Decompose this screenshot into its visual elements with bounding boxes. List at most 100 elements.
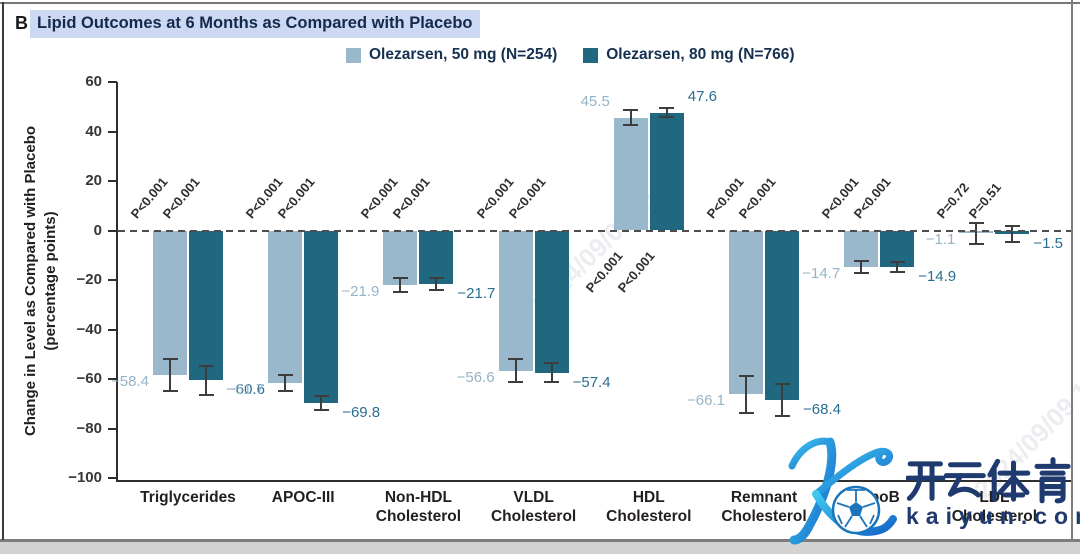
error-bar [896,262,899,273]
y-tick [108,378,117,380]
p-value-label: P=0.72 [934,179,973,222]
error-bar [629,110,632,126]
error-bar-cap [544,381,560,384]
error-bar-cap [508,358,524,361]
error-bar-cap [277,390,293,393]
y-tick [108,279,117,281]
y-tick [108,477,117,479]
category-label: Remnant Cholesterol [721,489,807,525]
y-tick [108,130,117,133]
error-bar-cap [162,357,178,360]
bar [765,230,799,400]
bar [880,230,915,268]
bar [498,230,533,371]
y-tick [108,180,117,182]
error-bar-cap [738,374,754,377]
error-bar-cap [544,361,560,364]
category-label: HDL Cholesterol [606,489,692,525]
category-label: Triglycerides [140,489,236,506]
legend-swatch-80mg [583,47,599,63]
y-tick-label: 20 [85,172,102,189]
error-bar-cap [889,261,905,264]
error-bar-cap [508,380,524,383]
error-bar-cap [853,271,869,274]
error-bar [975,222,978,244]
y-tick-label: −40 [76,320,102,338]
y-tick [108,229,117,232]
bar [613,117,648,231]
error-bar [781,383,783,416]
frame-top-border [0,2,1080,4]
y-axis-line [115,82,118,481]
category-label: Non-HDL Cholesterol [375,489,462,525]
panel-letter: B [15,13,28,33]
error-bar-cap [198,364,214,367]
error-bar-cap [968,221,984,224]
error-bar-cap [623,109,639,112]
error-bar [665,108,668,118]
value-label: −61.7 [226,381,265,399]
p-value-label: P=0.51 [966,179,1005,222]
error-bar-cap [659,107,675,110]
error-bar-cap [162,390,178,393]
bar [649,112,684,231]
error-bar-cap [623,124,639,127]
kaiyun-logo-icon [788,437,897,545]
value-label: 45.5 [580,93,610,111]
error-bar [435,278,438,291]
error-bar-cap [774,382,790,385]
kaiyun-url-text: kaiyun.com [906,503,1080,529]
error-bar-cap [968,242,984,245]
error-bar-cap [1004,241,1020,244]
bar [419,230,454,285]
value-label: −1.1 [925,231,956,249]
value-label: −66.1 [687,392,725,410]
error-bar-cap [428,289,444,292]
error-bar [284,375,287,392]
y-tick-label: −20 [76,271,102,288]
y-tick-label: −60 [76,370,102,387]
value-label: −21.9 [341,282,380,300]
value-label: −14.7 [802,264,841,282]
error-bar-cap [392,276,408,279]
error-bar [745,375,747,413]
y-tick [108,427,117,430]
error-bar [169,358,171,392]
value-label: −21.7 [457,285,496,303]
value-label: −14.9 [918,268,957,286]
category-label: VLDL Cholesterol [490,489,577,525]
error-bar-cap [659,116,675,119]
legend: Olezarsen, 50 mg (N=254) Olezarsen, 80 m… [346,46,795,64]
error-bar [1011,226,1014,243]
frame-left-border [2,2,4,540]
kaiyun-cn-wordmark [906,457,1071,504]
error-bar [399,277,402,292]
bar [729,230,763,395]
value-label: −58.4 [111,373,149,391]
value-label: −1.5 [1033,235,1064,253]
x-axis-line [115,479,1071,482]
error-bar-cap [277,374,293,377]
frame-right-border [1071,0,1073,554]
value-label: −56.6 [456,368,495,386]
error-bar [860,261,863,273]
chart-title: Lipid Outcomes at 6 Months as Compared w… [30,10,480,38]
value-label: −68.4 [803,400,841,418]
value-label: −69.8 [342,404,381,422]
legend-item-80mg: Olezarsen, 80 mg (N=766) [583,46,795,64]
error-bar-cap [774,414,790,417]
y-tick [108,328,117,331]
zero-baseline [118,229,1071,232]
error-bar-cap [392,290,408,293]
error-bar-cap [738,411,754,414]
page-edge-strip [0,542,1080,554]
bar [189,230,223,381]
error-bar [205,365,207,396]
bar [153,230,187,376]
error-bar [550,362,553,383]
legend-item-50mg: Olezarsen, 50 mg (N=254) [346,46,557,64]
value-label: −60.6 [227,381,265,399]
error-bar-cap [198,394,214,397]
legend-label-50mg: Olezarsen, 50 mg (N=254) [369,46,558,63]
legend-label-80mg: Olezarsen, 80 mg (N=766) [606,46,795,63]
